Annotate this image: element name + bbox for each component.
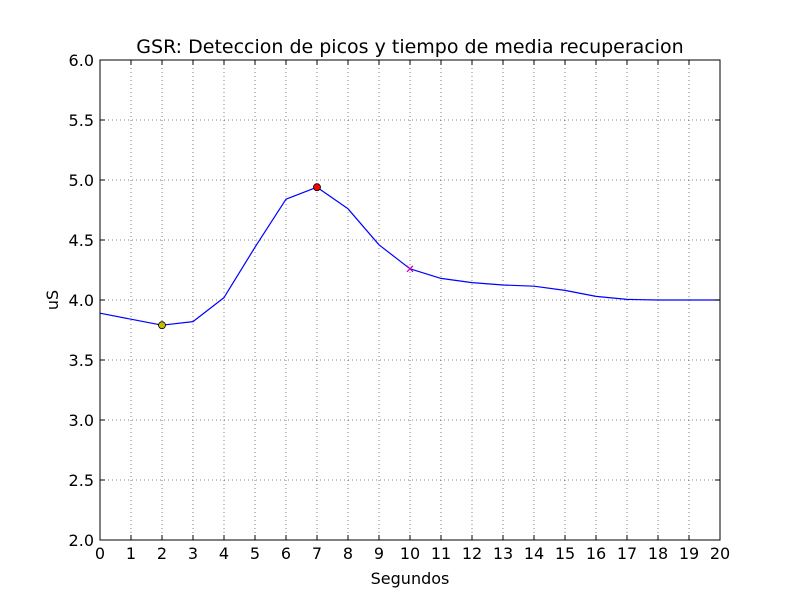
- y-tick-label: 4.0: [69, 291, 94, 310]
- x-tick-label: 0: [95, 544, 105, 563]
- y-tick-label: 2.5: [69, 471, 94, 490]
- onset-marker: [158, 321, 166, 330]
- half-recovery-marker: [406, 265, 414, 273]
- x-tick-label: 19: [679, 544, 699, 563]
- x-tick-label: 13: [493, 544, 513, 563]
- y-tick-label: 3.5: [69, 351, 94, 370]
- x-tick-label: 15: [555, 544, 575, 563]
- grid: [99, 59, 721, 541]
- x-axis-label: Segundos: [371, 569, 450, 588]
- x-tick-label: 14: [524, 544, 544, 563]
- x-tick-label: 12: [462, 544, 482, 563]
- x-tick-label: 17: [617, 544, 637, 563]
- x-tick-label: 6: [281, 544, 291, 563]
- x-tick-label: 2: [157, 544, 167, 563]
- x-tick-label: 5: [250, 544, 260, 563]
- half-recovery-marker-stroke: [406, 265, 414, 273]
- marker-layer: [158, 183, 414, 330]
- x-tick-label: 8: [343, 544, 353, 563]
- ticks: 0 1 2 3 4 5 6 7 8 9 10 11 12 13 14 15 16 17 18 19 202.02.53.…: [69, 51, 731, 563]
- x-tick-label: 4: [219, 544, 229, 563]
- x-tick-label: 3: [188, 544, 198, 563]
- x-tick-label: 18: [648, 544, 668, 563]
- x-tick-label: 11: [431, 544, 451, 563]
- x-tick-label: 7: [312, 544, 322, 563]
- y-tick-label: 3.0: [69, 411, 94, 430]
- x-tick-label: 10: [400, 544, 420, 563]
- y-tick-label: 5.0: [69, 171, 94, 190]
- y-tick-label: 5.5: [69, 111, 94, 130]
- y-tick-label: 6.0: [69, 51, 94, 70]
- chart-title: GSR: Deteccion de picos y tiempo de medi…: [136, 36, 683, 58]
- x-tick-label: 9: [374, 544, 384, 563]
- x-tick-label: 16: [586, 544, 606, 563]
- x-tick-label: 20: [710, 544, 730, 563]
- y-axis-label: uS: [43, 290, 62, 310]
- y-tick-label: 2.0: [69, 531, 94, 550]
- peak-marker: [313, 183, 321, 192]
- y-tick-label: 4.5: [69, 231, 94, 250]
- x-tick-label: 1: [126, 544, 136, 563]
